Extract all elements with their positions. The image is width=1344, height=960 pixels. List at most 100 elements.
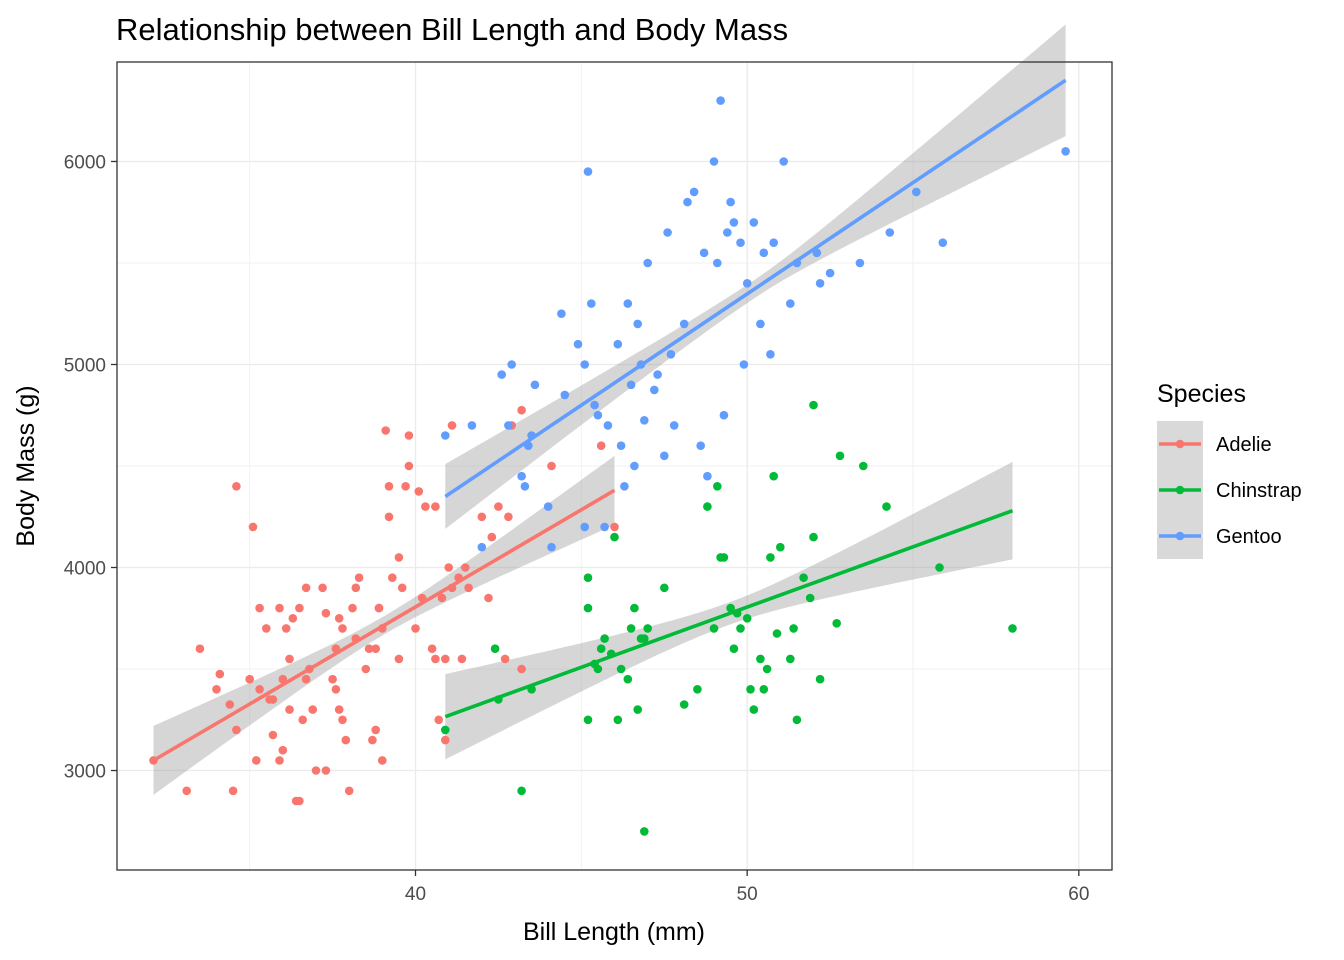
data-point-gentoo [699, 248, 709, 258]
data-point-adelie [245, 674, 254, 684]
data-point-gentoo [736, 238, 745, 247]
legend-keys: Adelie Chinstrap Gentoo [1157, 421, 1302, 559]
data-point-adelie [404, 431, 414, 440]
data-point-adelie [394, 654, 404, 664]
data-point-adelie [394, 553, 404, 562]
data-point-chinstrap [742, 614, 752, 623]
data-point-adelie [348, 603, 357, 613]
data-point-adelie [434, 715, 444, 725]
data-point-adelie [232, 725, 241, 735]
data-point-chinstrap [792, 715, 802, 725]
data-point-gentoo [590, 400, 599, 410]
data-point-adelie [275, 603, 284, 613]
data-point-adelie [288, 614, 298, 623]
data-point-adelie [311, 766, 321, 775]
data-point-chinstrap [935, 563, 944, 572]
data-point-adelie [298, 715, 308, 725]
data-point-gentoo [623, 299, 633, 308]
data-point-gentoo [593, 410, 603, 420]
data-point-chinstrap [805, 593, 815, 603]
data-point-chinstrap [749, 705, 759, 714]
data-point-gentoo [504, 421, 513, 430]
data-point-adelie [500, 654, 510, 664]
grid-major [117, 62, 1112, 870]
data-point-gentoo [703, 471, 712, 481]
data-point-adelie [341, 735, 351, 745]
data-point-adelie [334, 614, 344, 623]
data-point-adelie [477, 512, 487, 522]
data-point-gentoo [825, 268, 835, 278]
data-point-gentoo [666, 350, 676, 359]
legend-title: Species [1157, 380, 1246, 408]
data-point-gentoo [679, 319, 689, 329]
data-point-gentoo [660, 451, 669, 461]
data-point-gentoo [583, 167, 593, 176]
y-tick-label: 5000 [64, 355, 106, 376]
data-point-adelie [215, 669, 225, 679]
data-point-adelie [251, 756, 261, 765]
data-point-adelie [504, 512, 513, 522]
y-tick-label: 6000 [64, 152, 106, 173]
data-point-adelie [547, 461, 556, 471]
data-point-gentoo [855, 258, 865, 268]
data-point-adelie [371, 644, 381, 653]
data-point-gentoo [477, 542, 487, 552]
data-point-chinstrap [809, 400, 818, 410]
confidence-ribbon-gentoo [445, 24, 1066, 529]
x-tick-label: 40 [405, 884, 426, 905]
data-point-chinstrap [441, 725, 450, 735]
data-point-gentoo [653, 370, 662, 379]
data-point-adelie [232, 482, 241, 491]
data-point-adelie [484, 593, 493, 603]
data-point-adelie [431, 502, 440, 511]
data-point-chinstrap [759, 685, 769, 694]
data-point-gentoo [587, 299, 596, 308]
data-point-gentoo [580, 360, 589, 369]
data-point-chinstrap [693, 685, 702, 694]
data-point-adelie [487, 532, 497, 542]
data-point-adelie [414, 487, 424, 496]
data-point-adelie [338, 624, 347, 633]
data-point-gentoo [713, 258, 722, 268]
data-point-adelie [596, 441, 606, 451]
data-point-gentoo [530, 380, 540, 390]
data-point-gentoo [729, 218, 739, 227]
legend-label-adelie: Adelie [1216, 434, 1272, 456]
data-point-adelie [334, 705, 344, 714]
data-point-adelie [371, 725, 381, 735]
data-point-gentoo [650, 385, 659, 395]
data-point-gentoo [683, 197, 692, 207]
data-point-gentoo [769, 238, 778, 247]
chart-title: Relationship between Bill Length and Bod… [116, 12, 788, 47]
data-point-adelie [281, 624, 291, 633]
data-point-gentoo [613, 339, 623, 349]
data-point-adelie [285, 654, 294, 664]
data-point-adelie [301, 674, 311, 684]
x-tick-label: 50 [737, 884, 758, 905]
data-point-gentoo [766, 350, 775, 359]
data-point-gentoo [696, 441, 705, 451]
data-point-chinstrap [766, 553, 775, 562]
data-point-chinstrap [882, 502, 891, 511]
x-axis-label: Bill Length (mm) [523, 918, 705, 946]
data-point-gentoo [709, 157, 719, 166]
y-axis-label: Body Mass (g) [12, 385, 40, 546]
data-point-gentoo [580, 522, 589, 532]
data-point-adelie [378, 756, 387, 765]
data-point-gentoo [630, 461, 639, 471]
data-point-chinstrap [762, 664, 772, 674]
data-point-chinstrap [490, 644, 500, 653]
legend-label-chinstrap: Chinstrap [1216, 480, 1302, 502]
data-point-chinstrap [799, 573, 808, 582]
data-point-adelie [444, 563, 454, 572]
fit-line-chinstrap [444, 508, 1014, 719]
data-point-chinstrap [679, 700, 689, 709]
data-point-adelie [610, 522, 619, 532]
data-point-chinstrap [596, 644, 606, 653]
data-point-adelie [421, 502, 430, 511]
data-point-adelie [464, 583, 473, 593]
y-tick-label: 4000 [64, 559, 106, 580]
data-point-gentoo [643, 258, 652, 268]
data-point-chinstrap [713, 482, 722, 491]
data-point-gentoo [719, 410, 729, 420]
